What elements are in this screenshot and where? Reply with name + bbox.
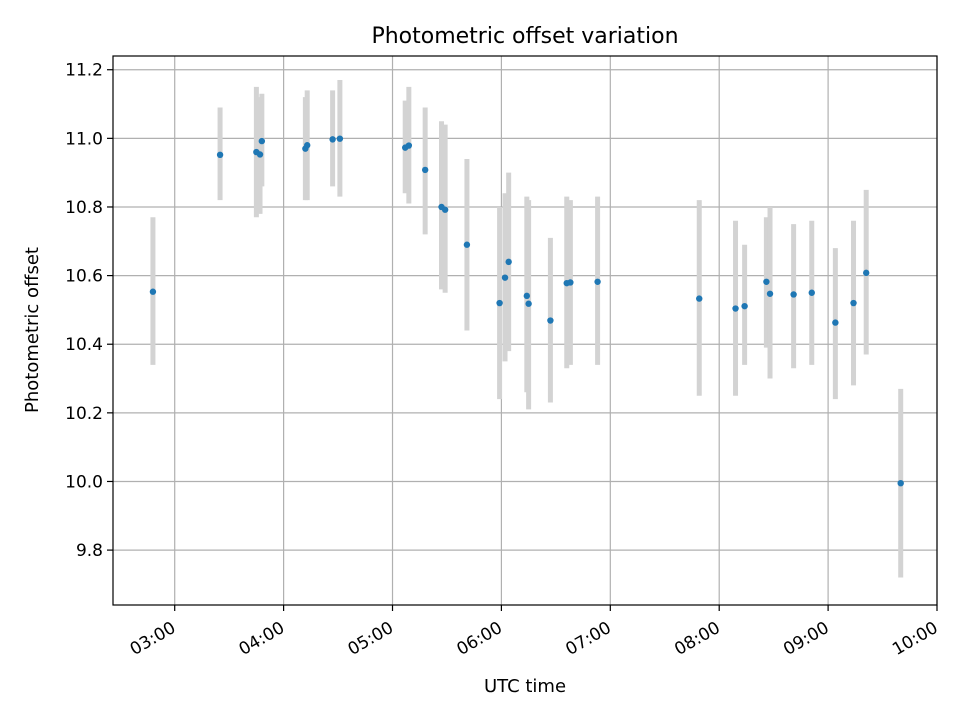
x-tick-label: 05:00: [345, 618, 397, 660]
y-tick-label: 10.0: [65, 472, 103, 492]
data-point: [547, 317, 554, 324]
data-point: [501, 274, 509, 281]
y-tick-label: 9.8: [76, 541, 103, 561]
data-point: [897, 479, 904, 487]
data-point: [304, 142, 311, 149]
data-point: [329, 136, 336, 143]
y-tick-label: 10.8: [65, 198, 103, 218]
data-point: [505, 258, 512, 266]
data-point: [336, 135, 344, 142]
data-point: [421, 166, 429, 174]
data-point: [850, 299, 857, 307]
data-point: [741, 302, 748, 310]
data-point: [441, 206, 449, 213]
data-point: [808, 289, 815, 296]
chart-title: Photometric offset variation: [371, 24, 678, 49]
y-tick-label: 10.4: [65, 335, 103, 355]
data-point: [863, 269, 870, 277]
data-point: [523, 292, 531, 300]
y-tick-label: 11.2: [65, 61, 103, 81]
x-tick-label: 07:00: [562, 618, 614, 660]
data-point: [149, 288, 157, 295]
data-point: [256, 151, 264, 158]
plot-frame: [112, 55, 938, 606]
data-point: [696, 295, 703, 302]
data-point: [766, 290, 774, 297]
y-tick-label: 10.6: [65, 267, 103, 287]
error-bars: [150, 80, 904, 578]
data-point: [567, 279, 574, 286]
data-point: [216, 151, 224, 159]
data-point: [496, 299, 503, 307]
x-tick-label: 04:00: [236, 618, 288, 660]
x-tick-label: 06:00: [453, 618, 505, 660]
y-tick-label: 10.2: [65, 404, 103, 424]
data-points: [149, 135, 904, 487]
data-point: [463, 241, 471, 248]
x-axis-ticks: 03:00 04:00 05:00 06:00 07:00 08:00 09:00 10:00: [127, 605, 942, 660]
x-tick-label: 10:00: [889, 618, 941, 660]
x-tick-label: 08:00: [671, 618, 723, 660]
x-axis-label: UTC time: [484, 676, 566, 697]
data-point: [525, 300, 532, 307]
x-tick-label: 03:00: [127, 618, 179, 660]
y-axis-ticks: 9.8 10.0 10.2 10.4 10.6 10.8 11.0 11.2: [65, 61, 113, 561]
x-tick-label: 09:00: [780, 618, 832, 660]
data-point: [763, 278, 770, 285]
data-point: [594, 278, 601, 285]
data-point: [832, 319, 839, 326]
y-axis-label: Photometric offset: [22, 247, 43, 413]
data-point: [405, 142, 413, 149]
data-point: [732, 305, 739, 312]
y-tick-label: 11.0: [65, 129, 103, 149]
data-point: [790, 291, 797, 298]
data-point: [258, 137, 266, 145]
